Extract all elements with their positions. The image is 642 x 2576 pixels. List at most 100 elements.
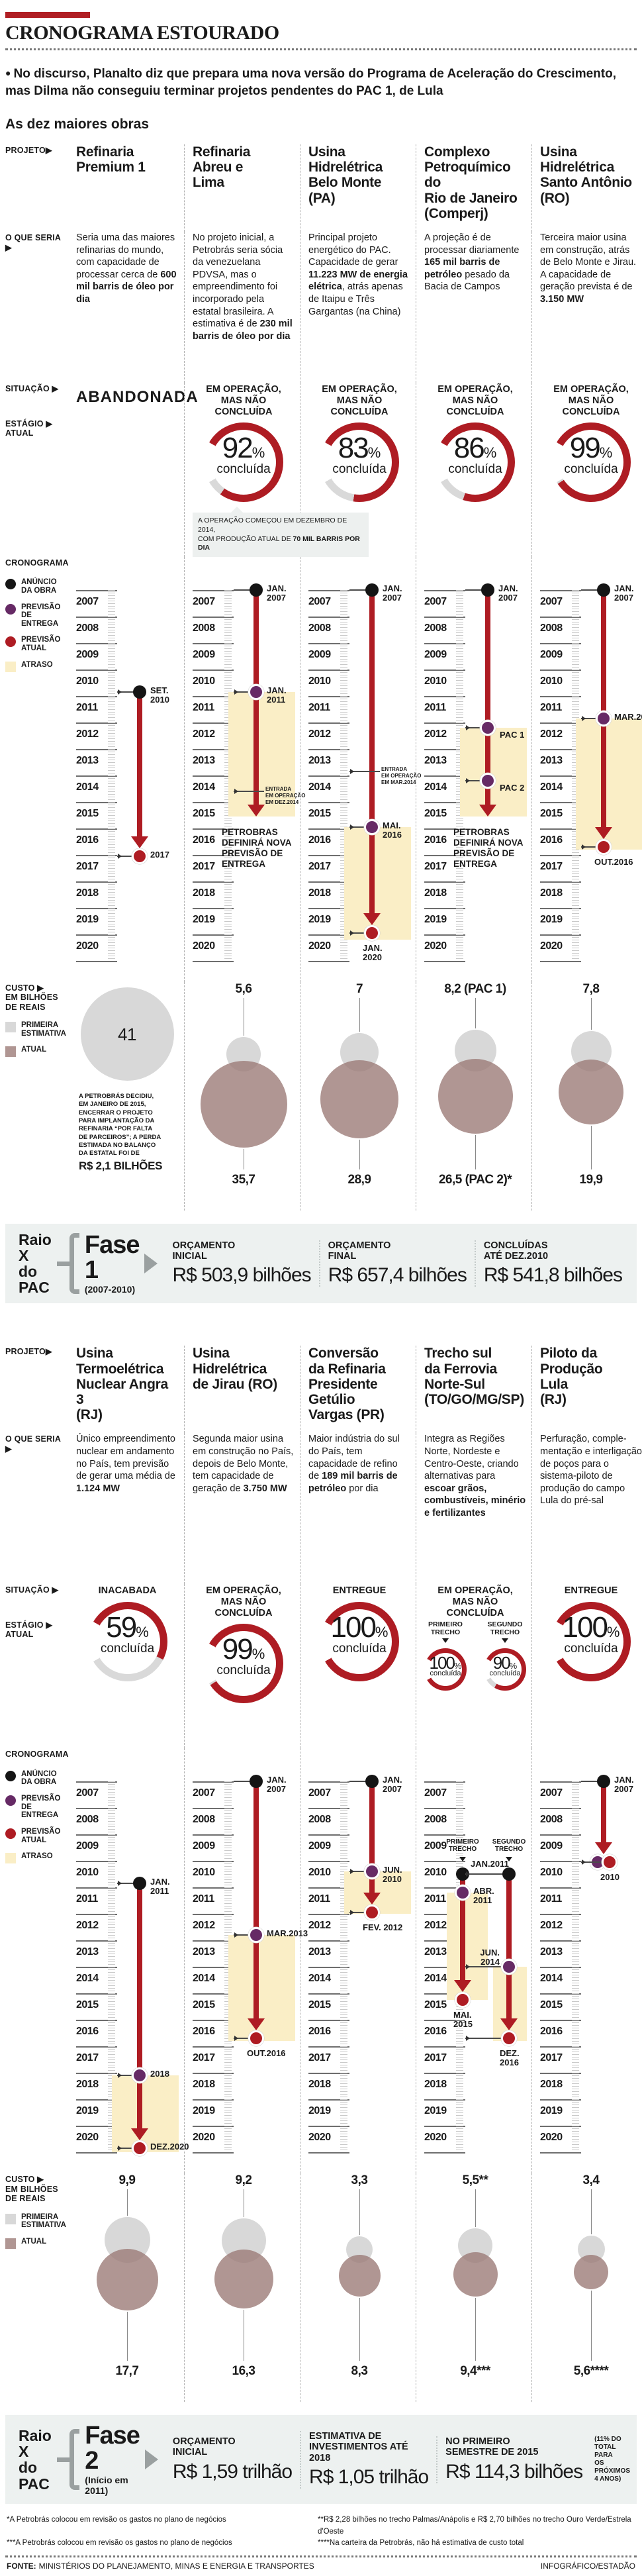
timeline-track-header: PRIMEIRO TRECHO: [446, 1838, 479, 1854]
cost-note-line: REFINARIA “POR FALTA: [79, 1125, 153, 1133]
project-column: EM OPERAÇÃO, MAS NÃO CONCLUÍDA 86% concluí…: [416, 383, 531, 557]
tick-strip: [340, 589, 347, 961]
current-dot: [248, 2030, 264, 2047]
pointer-down-icon: [502, 1638, 508, 1643]
gauge-hole: [211, 1631, 276, 1697]
year-line: [424, 2126, 465, 2128]
year-label: 2018: [76, 887, 99, 899]
connector-line: [581, 1781, 598, 1783]
footer: FONTE: MINISTÉRIOS DO PLANEJAMENTO, MINAS…: [5, 2555, 637, 2572]
year-label: 2009: [540, 1840, 563, 1852]
year-label: 2008: [308, 1814, 331, 1826]
year-line: [540, 1861, 581, 1863]
year-line: [424, 2152, 465, 2154]
banner-item: ORÇAMENTO INICIAL R$ 503,9 bilhões: [164, 1240, 318, 1287]
year-label: 2017: [308, 2052, 331, 2064]
announce-dot: [133, 685, 146, 699]
cost-bubbles: 3,3 8,3: [308, 2173, 410, 2399]
year-line: [540, 669, 581, 671]
year-line: [193, 2020, 234, 2022]
bracket-line: [56, 1261, 69, 1266]
year-label: 2011: [308, 1893, 330, 1905]
cost-connector: [591, 2291, 592, 2361]
gauge-hole: [211, 430, 276, 495]
legend-label: PRIMEIRA ESTIMATIVA: [21, 1020, 66, 1038]
legend-label: ATRASO: [21, 660, 53, 669]
connector-arrow-icon: [582, 844, 586, 850]
year-label: 2007: [424, 595, 447, 607]
gauge-percent: 92%: [204, 432, 283, 465]
cost-current-value: 28,9: [347, 1172, 371, 1187]
year-line: [308, 2126, 349, 2128]
progress-gauge: 100% concluída: [551, 1602, 631, 1682]
year-line: [540, 960, 581, 962]
connector-arrow-icon: [234, 1932, 238, 1938]
masthead-red-bar: [5, 12, 90, 18]
year-label: 2017: [193, 860, 215, 872]
gauge-percent: 99%: [204, 1633, 283, 1666]
timeline: 2007 2008 2009 2010 2011 2012 2013 2014 2015 2016…: [308, 583, 421, 973]
year-label: 2010: [193, 1867, 215, 1879]
timeline-date-label: PAC 1: [500, 729, 525, 740]
year-line: [193, 1781, 234, 1783]
cost-connector: [475, 997, 476, 1028]
timeline-date-label: MAI. 2016: [383, 820, 402, 840]
schedule-line: [601, 1781, 606, 1843]
year-line: [540, 1834, 581, 1836]
year-label: 2018: [424, 2079, 447, 2091]
connector-arrow-icon: [466, 777, 470, 783]
banner-item-label: ORÇAMENTO INICIAL: [172, 2436, 236, 2458]
text-segment: Maior indústria do sul do País, tem capa…: [308, 1434, 400, 1482]
year-label: 2016: [76, 834, 99, 846]
year-label: 2011: [540, 701, 562, 713]
connector-line: [117, 1883, 134, 1885]
project-column: 2007 2008 2009 2010 2011 2012 2013 2014 2015 2016…: [68, 557, 184, 982]
year-label: 2010: [540, 675, 563, 687]
year-line: [424, 934, 465, 936]
project-description: Principal projeto energético do PAC. Cap…: [308, 232, 410, 318]
legend-label: PREVISÃO DE ENTREGA: [21, 1795, 61, 1820]
text-segment: 230 mil barris de óleo por dia: [193, 319, 293, 342]
legend-item: ANÚNCIO DA OBRA: [5, 1770, 66, 1787]
year-label: 2017: [193, 2052, 215, 2064]
black-swatch-icon: [5, 579, 16, 590]
year-label: 2007: [76, 1787, 99, 1799]
banner-item-label: ORÇAMENTO INICIAL: [172, 1240, 236, 1262]
connector-arrow-icon: [466, 724, 470, 730]
year-label: 2016: [424, 2026, 447, 2038]
year-line: [540, 854, 581, 856]
year-label: 2020: [540, 2132, 563, 2144]
project-name: Refinaria Abreu e Lima: [193, 144, 251, 191]
gauge-hole: [327, 1609, 392, 1675]
year-line: [308, 1781, 349, 1783]
cost-current-value: 8,3: [351, 2364, 368, 2379]
connector-arrow-icon: [350, 1869, 354, 1875]
situation-status: INACABADA: [98, 1585, 157, 1597]
year-line: [308, 960, 349, 962]
year-line: [76, 2152, 117, 2154]
situation-status: ABANDONADA: [76, 388, 199, 407]
cost-current-value: 5,6****: [573, 2364, 609, 2379]
year-line: [540, 828, 581, 830]
project-name: Complexo Petroquímico do Rio de Janeiro …: [424, 144, 518, 221]
project-desc-row: O QUE SERIA ▶ Único empreendimento nuclea…: [5, 1433, 642, 1585]
cost-first-value: 5,5**: [462, 2173, 488, 2188]
phase-title: Fase 2: [85, 2422, 140, 2475]
schedule-line: [460, 1874, 465, 1981]
year-line: [76, 2046, 117, 2048]
year-label: 2009: [540, 648, 563, 660]
year-label: 2012: [424, 728, 447, 740]
year-line: [308, 934, 349, 936]
year-label: 2015: [308, 807, 331, 819]
project-description: Seria uma das maiores refinarias do mund…: [76, 232, 179, 305]
project-column: 2007 2008 2009 2010 2011 2012 2013 2014 2015 2016…: [184, 1748, 308, 2174]
gray-swatch-icon: [5, 1021, 16, 1032]
percent-sign: %: [375, 1624, 389, 1641]
text-segment: escoar grãos, combustíveis, minério e fe…: [424, 1483, 526, 1518]
year-line: [308, 1914, 349, 1916]
year-line: [424, 2046, 465, 2048]
timeline-date-label: MAI. 2015: [453, 2010, 473, 2030]
project-column: 2007 2008 2009 2010 2011 2012 2013 2014 2015 2016…: [416, 1748, 531, 2174]
project-desc-row: O QUE SERIA ▶ Seria uma das maiores refin…: [5, 232, 637, 383]
year-label: 2018: [193, 887, 215, 899]
